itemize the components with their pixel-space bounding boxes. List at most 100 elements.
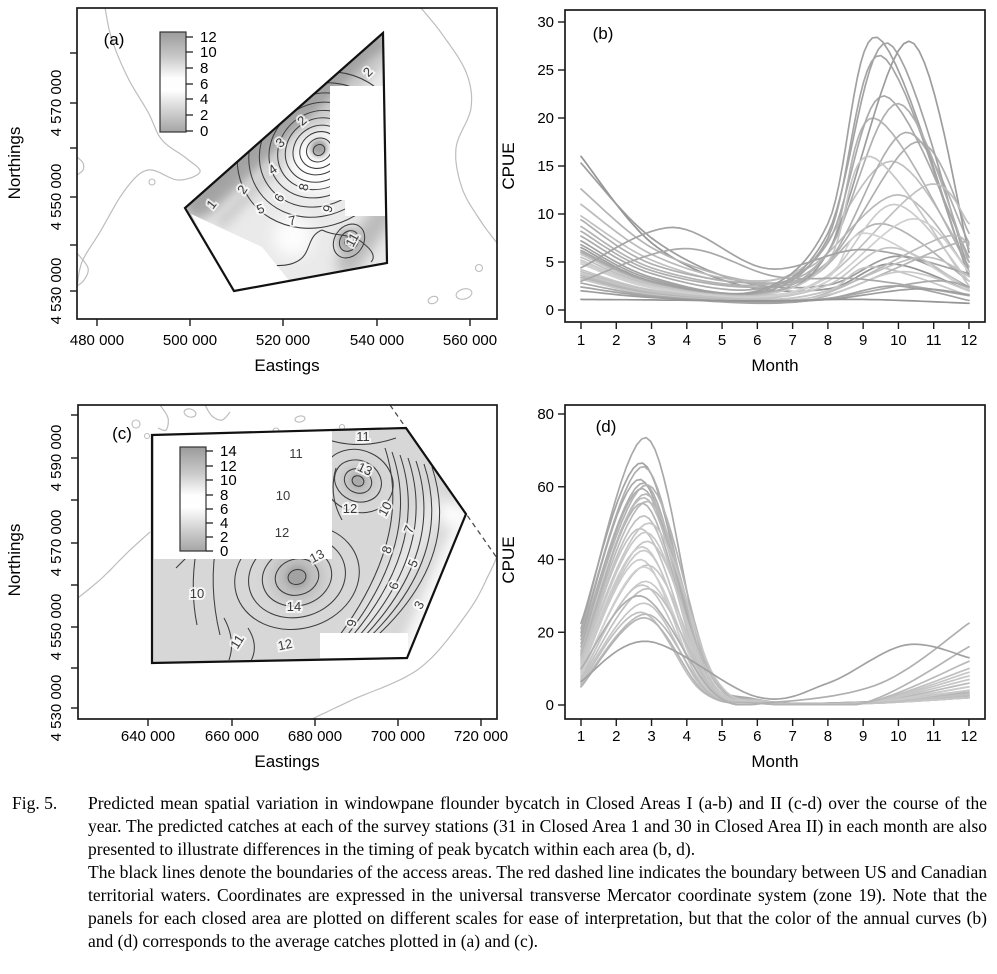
- y-tick-label: 4 550 000: [48, 594, 65, 661]
- x-tick-label: 680 000: [288, 728, 342, 745]
- cpue-curve-station-13: [580, 54, 970, 297]
- x-tick-label: 10: [890, 332, 907, 349]
- island-outline: [427, 295, 439, 305]
- x-tick-label: 4: [683, 728, 691, 745]
- coastline: [77, 252, 89, 287]
- x-tick-label: 7: [788, 728, 796, 745]
- cpue-curve-station-12: [580, 514, 970, 706]
- y-tick-label: 20: [537, 624, 554, 641]
- cpue-curve-station-12: [580, 40, 970, 295]
- x-tick-label: 5: [718, 728, 726, 745]
- legend-tick-label: 0: [220, 543, 228, 560]
- island-outline: [131, 419, 141, 429]
- x-tick-label: 11: [926, 728, 942, 745]
- contour-line: [351, 475, 365, 487]
- contour-line: [329, 447, 394, 649]
- contour-line: [343, 468, 373, 494]
- contour-line: [305, 137, 333, 163]
- x-tick-label: 9: [859, 332, 867, 349]
- x-tick-label: 7: [788, 332, 796, 349]
- contour-line: [335, 451, 402, 650]
- coastline: [77, 156, 85, 176]
- legend-tick-label: 10: [200, 44, 217, 61]
- cpue-curve-station-19: [580, 558, 970, 706]
- no-data-region: [330, 86, 387, 200]
- cpue-curve-station-17: [580, 545, 970, 706]
- contour-line: [223, 617, 233, 661]
- contour-label: 12: [343, 501, 357, 516]
- coastline: [311, 555, 497, 719]
- figure-label: Fig. 5.: [12, 793, 58, 813]
- y-tick-label: 30: [537, 14, 554, 31]
- cpue-curve-station-29: [580, 595, 970, 706]
- x-axis-title: Month: [751, 752, 798, 771]
- island-outline: [474, 263, 484, 273]
- coastline: [78, 531, 151, 599]
- x-tick-label: 9: [859, 728, 867, 745]
- cpue-curve-station-10: [580, 36, 970, 295]
- surface-shade-blob: [310, 139, 328, 157]
- x-tick-label: 640 000: [121, 728, 175, 745]
- y-axis-title: Northings: [5, 127, 24, 200]
- cpue-curve-station-1: [580, 155, 970, 293]
- x-tick-label: 520 000: [256, 332, 310, 349]
- coastline: [77, 8, 201, 289]
- x-tick-label: 8: [824, 728, 832, 745]
- y-tick-label: 4 570 000: [48, 70, 65, 137]
- panel-letter: (d): [596, 417, 617, 436]
- legend-tick-label: 4: [200, 91, 208, 108]
- surface-shade-band: [336, 196, 387, 275]
- cpue-curve-station-30: [580, 640, 970, 700]
- coastlines-a: [77, 8, 497, 305]
- x-tick-label: 1: [577, 332, 585, 349]
- legend-tick-label: 14: [220, 443, 237, 460]
- legend-colorbar: [179, 446, 207, 552]
- y-tick-label: 20: [537, 110, 554, 127]
- cpue-curve-station-7: [580, 117, 970, 287]
- panel-letter: (b): [593, 24, 614, 43]
- legend-tick-label: 10: [220, 472, 237, 489]
- x-tick-label: 3: [647, 728, 655, 745]
- contour-label: 14: [287, 599, 301, 614]
- legend-tick-label: 8: [200, 60, 208, 77]
- legend-tick-label: 0: [200, 123, 208, 140]
- contour-line: [287, 568, 307, 586]
- x-tick-label: 500 000: [163, 332, 217, 349]
- y-tick-label: 0: [546, 697, 554, 714]
- y-axis-title: CPUE: [499, 142, 518, 189]
- y-axis-title: CPUE: [499, 536, 518, 583]
- y-tick-label: 40: [537, 552, 554, 569]
- cpue-curve-station-10: [580, 500, 970, 706]
- x-tick-label: 660 000: [205, 728, 259, 745]
- x-tick-label: 10: [890, 728, 907, 745]
- cpue-curve-station-8: [580, 493, 970, 706]
- x-tick-label: 8: [824, 332, 832, 349]
- cpue-curves-b: [580, 36, 970, 305]
- contour-line: [355, 463, 433, 651]
- contour-line: [338, 230, 360, 252]
- island-outline: [143, 432, 151, 440]
- contour-line: [334, 459, 382, 503]
- y-tick-label: 25: [537, 62, 554, 79]
- contour-line: [274, 558, 320, 596]
- plot-box-c: [77, 404, 498, 720]
- contour-line: [247, 627, 255, 662]
- contour-label: 11: [289, 446, 303, 461]
- caption-paragraph-1: Predicted mean spatial variation in wind…: [88, 793, 987, 859]
- y-tick-label: 4 570 000: [48, 510, 65, 577]
- y-tick-label: 0: [546, 302, 554, 319]
- island-outline: [148, 178, 156, 186]
- x-tick-label: 700 000: [371, 728, 425, 745]
- cpue-curve-station-20: [580, 226, 970, 275]
- surface-shade-blob: [273, 217, 313, 257]
- contour-line: [345, 457, 417, 651]
- cpue-curve-station-1: [580, 436, 970, 705]
- contour-line: [321, 229, 374, 263]
- cpue-curve-station-9: [580, 95, 970, 291]
- y-tick-label: 4 550 000: [48, 164, 65, 231]
- contour-line: [332, 467, 343, 521]
- x-tick-label: 6: [753, 728, 761, 745]
